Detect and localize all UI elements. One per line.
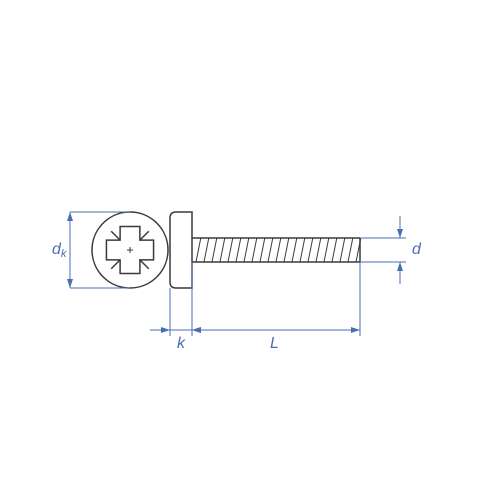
- thread-line: [228, 238, 233, 262]
- dim-label-L: L: [270, 335, 279, 352]
- thread-line: [276, 238, 281, 262]
- thread-line: [244, 238, 249, 262]
- arrowhead-icon: [351, 327, 360, 333]
- dimension-lines: [67, 212, 406, 336]
- thread-line: [212, 238, 217, 262]
- part-geometry: [92, 212, 361, 288]
- screw-technical-drawing: dkdkL: [0, 0, 500, 500]
- drive-notch: [111, 231, 120, 240]
- thread-line: [284, 238, 289, 262]
- dim-label-dk: dk: [52, 241, 68, 260]
- arrowhead-icon: [397, 229, 403, 238]
- drive-notch: [140, 260, 149, 269]
- thread-line: [308, 238, 313, 262]
- thread-line: [260, 238, 265, 262]
- thread-line: [348, 238, 353, 262]
- thread-line: [236, 238, 241, 262]
- thread-line: [204, 238, 209, 262]
- thread-line: [292, 238, 297, 262]
- arrowhead-icon: [67, 279, 73, 288]
- thread-line: [220, 238, 225, 262]
- head-side-view: [170, 212, 192, 288]
- thread-line: [300, 238, 305, 262]
- thread-line: [340, 238, 345, 262]
- dim-label-k: k: [177, 335, 186, 352]
- thread-line: [252, 238, 257, 262]
- thread-line: [268, 238, 273, 262]
- thread-line: [316, 238, 321, 262]
- drive-notch: [111, 260, 120, 269]
- arrowhead-icon: [67, 212, 73, 221]
- thread-line: [332, 238, 337, 262]
- arrowhead-icon: [161, 327, 170, 333]
- arrowhead-icon: [397, 262, 403, 271]
- thread-line: [324, 238, 329, 262]
- drive-notch: [140, 231, 149, 240]
- arrowhead-icon: [192, 327, 201, 333]
- dim-label-d: d: [412, 241, 422, 258]
- thread-line: [196, 238, 201, 262]
